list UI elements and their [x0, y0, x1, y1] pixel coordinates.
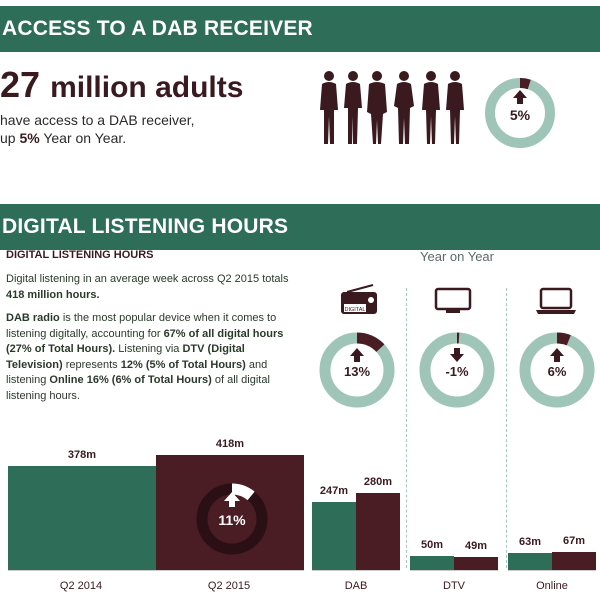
total-change-donut: 11%: [195, 482, 269, 556]
p2-line6: listening hours.: [6, 389, 80, 402]
people-silhouettes-icon: [320, 71, 464, 144]
section-banner-listening-hours: DIGITAL LISTENING HOURS: [0, 204, 600, 250]
p2-line3: (27% of Total Hours). Listening via DTV …: [6, 342, 306, 358]
bar-dtv-2015: [454, 556, 498, 570]
bar-value-label: 49m: [464, 539, 488, 552]
p2-l3: (27% of Total Hours).: [6, 343, 116, 355]
arrow-up-icon: [350, 348, 364, 362]
online-change-donut: 6%: [518, 331, 596, 409]
stat-desc-line1: have access to a DAB receiver,: [0, 112, 195, 128]
p2-l4-post2: and: [245, 358, 268, 371]
arrow-up-icon: [513, 90, 527, 104]
bar-value-label: 280m: [363, 475, 393, 488]
year-on-year-label: Year on Year: [420, 249, 494, 264]
p1-line2: 418 million hours.: [6, 288, 100, 301]
bar-value-label: 378m: [67, 449, 97, 461]
stat-unit: million adults: [50, 71, 244, 104]
p2-line5: listening Online 16% (6% of Total Hours)…: [6, 373, 306, 389]
desc-pre: up: [0, 130, 20, 146]
paragraph-devices: DAB radio is the most popular device whe…: [6, 311, 306, 404]
bar-online-2015: [552, 551, 596, 570]
column-divider: [506, 288, 507, 568]
p2-l2-pre: listening digitally, accounting for: [6, 327, 164, 340]
p2-line2: listening digitally, accounting for 67% …: [6, 327, 306, 343]
p2-bold: DAB radio: [6, 312, 60, 324]
section-title: ACCESS TO A DAB RECEIVER: [2, 17, 313, 40]
arrow-down-icon: [450, 348, 464, 362]
p2-l1-post: is the most popular device when it comes…: [59, 312, 277, 324]
stat-description: have access to a DAB receiver, up 5% Yea…: [0, 111, 195, 147]
bar-value-label: 418m: [215, 438, 245, 450]
bar-value-label: 67m: [562, 534, 586, 547]
bar-dab-2015: [356, 492, 400, 570]
axis-line: [508, 570, 596, 571]
radio-icon: DIGITAL: [341, 284, 377, 314]
category-label-online: Online: [536, 580, 568, 592]
laptop-icon: [536, 287, 576, 314]
total-change-value: 11%: [218, 512, 246, 528]
p2-l2-bold: 67% of all digital hours: [163, 327, 284, 340]
p2-l3-post: Listening via: [115, 343, 183, 355]
p2-line4: Television) represents 12% (5% of Total …: [6, 358, 306, 374]
p2-l4-bold: Television): [6, 358, 63, 371]
p2-l5-post: of all digital: [211, 374, 270, 386]
stat-desc-line2: up 5% Year on Year.: [0, 129, 195, 147]
axis-line: [410, 570, 498, 571]
online-change-value: 6%: [547, 364, 567, 379]
desc-post: Year on Year.: [39, 130, 127, 146]
p2-l5-bold: Online 16% (6% of Total Hours): [49, 374, 212, 386]
bar-dtv-2014: [410, 556, 454, 570]
bar-value-label: 247m: [319, 485, 349, 498]
p2-l3-bold2: DTV (Digital: [182, 343, 245, 355]
axis-line: [8, 570, 304, 571]
category-label-q2-2015: Q2 2015: [207, 580, 251, 592]
radio-icon-label: DIGITAL: [345, 307, 366, 313]
bar-q2-2014: [8, 466, 156, 570]
subheading: DIGITAL LISTENING HOURS: [6, 249, 154, 261]
desc-bold: 5%: [19, 130, 40, 146]
tv-icon: [434, 287, 472, 313]
dab-change-donut: 13%: [318, 331, 396, 409]
dab-change-value: 13%: [343, 364, 371, 379]
p1-line1: Digital listening in an average week acr…: [6, 273, 289, 285]
bar-dab-2014: [312, 502, 356, 570]
access-change-donut: 5%: [484, 77, 556, 149]
category-label-dab: DAB: [344, 580, 368, 592]
arrow-up-icon: [550, 348, 564, 362]
p2-l5-pre: listening: [6, 374, 50, 386]
dtv-change-value: -1%: [445, 364, 469, 379]
arrow-up-icon: [224, 492, 240, 507]
paragraph-total: Digital listening in an average week acr…: [6, 272, 306, 303]
column-divider: [406, 288, 407, 568]
axis-line: [312, 570, 400, 571]
section-banner-dab-access: ACCESS TO A DAB RECEIVER: [0, 6, 600, 52]
access-change-value: 5%: [509, 107, 531, 123]
p2-l4-post: represents: [62, 358, 121, 371]
section-title: DIGITAL LISTENING HOURS: [2, 215, 289, 238]
bar-value-label: 50m: [420, 539, 444, 552]
bar-value-label: 63m: [518, 535, 542, 548]
dtv-change-donut: -1%: [418, 331, 496, 409]
stat-number: 27: [0, 64, 41, 105]
adults-stat: 27 million adults: [0, 64, 243, 106]
category-label-dtv: DTV: [443, 580, 465, 592]
p2-line1: DAB radio is the most popular device whe…: [6, 311, 306, 327]
category-label-q2-2014: Q2 2014: [59, 580, 103, 592]
bar-online-2014: [508, 552, 552, 570]
p2-l4-bold2: 12% (5% of Total Hours): [120, 358, 246, 371]
